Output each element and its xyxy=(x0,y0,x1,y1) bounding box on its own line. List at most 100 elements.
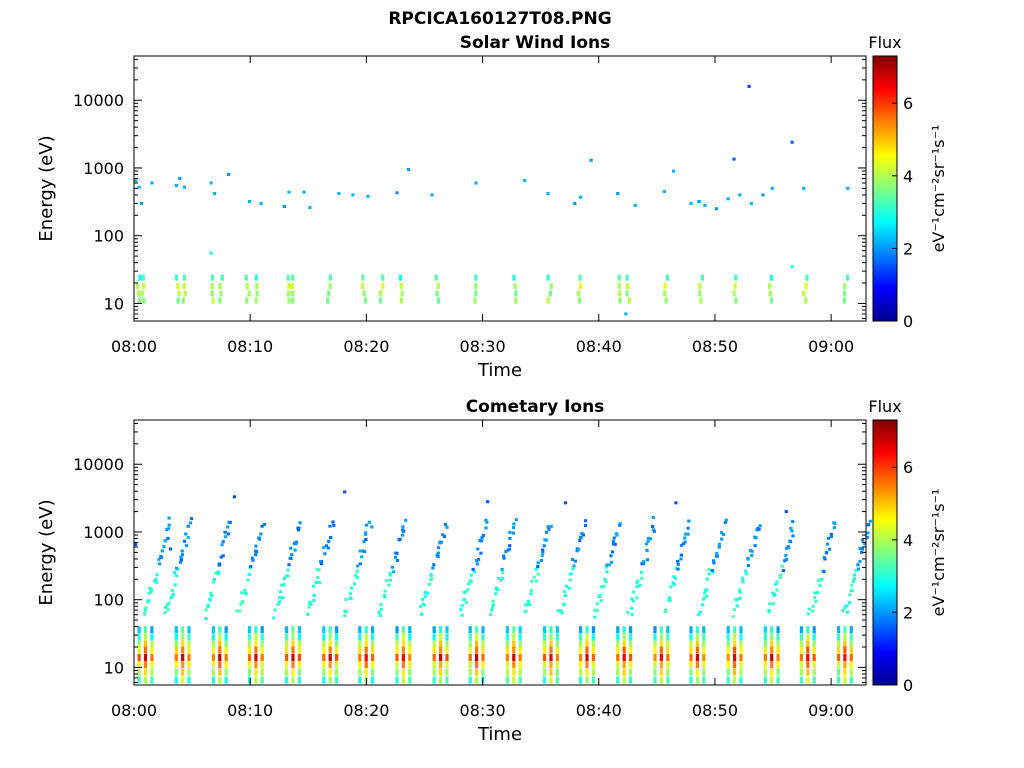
low-energy-cell xyxy=(618,297,622,304)
band-cell xyxy=(739,661,743,669)
dispersion-cell xyxy=(329,536,333,540)
dispersion-cell xyxy=(674,576,678,580)
band-cell xyxy=(849,676,853,684)
dispersion-cell xyxy=(534,567,538,571)
energy-cell xyxy=(790,265,794,269)
low-energy-cell xyxy=(546,297,550,304)
band-cell xyxy=(285,646,289,654)
low-energy-cell xyxy=(663,283,667,290)
dispersion-cell xyxy=(385,579,389,583)
low-energy-cell xyxy=(290,283,294,290)
band-cell xyxy=(150,633,154,641)
band-cell xyxy=(322,646,326,654)
band-cell xyxy=(335,668,339,676)
dispersion-cell xyxy=(364,531,368,535)
dispersion-cell xyxy=(223,530,227,534)
band-cell xyxy=(799,626,803,634)
dispersion-cell xyxy=(467,582,471,586)
dispersion-cell xyxy=(768,602,772,606)
dispersion-cell xyxy=(362,550,367,553)
colorbar-unit-label: eV⁻¹cm⁻²sr⁻¹s⁻¹ xyxy=(929,489,948,617)
band-cell xyxy=(181,676,185,684)
band-cell xyxy=(622,661,626,669)
band-cell xyxy=(695,646,699,654)
low-energy-cell xyxy=(845,274,850,281)
dispersion-cell xyxy=(599,599,603,603)
dispersion-cell xyxy=(219,555,223,559)
low-energy-cell xyxy=(514,290,518,297)
dispersion-cell xyxy=(186,524,190,528)
low-energy-cell xyxy=(663,290,667,297)
dispersion-cell xyxy=(293,548,297,552)
dispersion-cell xyxy=(323,552,327,556)
dispersion-cell xyxy=(534,579,538,583)
dispersion-cell xyxy=(679,553,683,557)
band-cell xyxy=(666,654,670,661)
band-cell xyxy=(505,668,509,676)
band-cell xyxy=(150,654,154,661)
dispersion-cell xyxy=(607,563,611,567)
band-cell xyxy=(843,661,847,669)
dispersion-cell xyxy=(669,585,673,589)
band-cell xyxy=(181,640,185,648)
dispersion-cell xyxy=(308,600,312,604)
band-cell xyxy=(837,626,841,634)
dispersion-cell xyxy=(507,547,512,551)
low-energy-cell xyxy=(255,290,259,297)
band-cell xyxy=(739,654,743,661)
band-cell xyxy=(291,676,295,684)
dispersion-cell xyxy=(490,608,494,612)
band-cell xyxy=(549,646,553,654)
dispersion-cell xyxy=(144,606,148,610)
band-cell xyxy=(297,626,301,634)
band-cell xyxy=(512,668,516,676)
low-energy-cell xyxy=(625,274,629,281)
band-cell xyxy=(837,661,841,669)
band-cell xyxy=(211,633,215,641)
band-cell xyxy=(806,633,810,641)
dispersion-cell xyxy=(378,614,382,618)
dispersion-cell xyxy=(390,565,395,569)
band-cell xyxy=(518,646,522,654)
dispersion-cell xyxy=(485,520,489,524)
band-cell xyxy=(297,633,301,641)
dispersion-cell xyxy=(536,572,540,576)
dispersion-cell xyxy=(784,554,788,557)
band-cell xyxy=(739,633,743,641)
band-cell xyxy=(322,654,326,661)
dispersion-cell xyxy=(684,532,688,536)
band-cell xyxy=(518,676,522,684)
low-energy-cell xyxy=(578,297,582,304)
band-cell xyxy=(518,640,522,648)
low-energy-cell xyxy=(625,283,629,290)
axes-frame xyxy=(133,55,867,322)
band-cell xyxy=(770,646,774,654)
dispersion-cell xyxy=(750,553,754,557)
dispersion-cell xyxy=(559,609,563,613)
band-cell xyxy=(733,676,737,684)
dispersion-cell xyxy=(820,577,824,581)
band-cell xyxy=(585,626,589,634)
band-cell xyxy=(150,676,154,684)
energy-cell xyxy=(662,190,666,193)
band-cell xyxy=(364,661,368,669)
band-cell xyxy=(187,654,191,661)
x-axis-label: Time xyxy=(477,724,522,745)
dispersion-cell xyxy=(563,590,567,594)
dispersion-cell xyxy=(775,588,779,592)
band-cell xyxy=(445,661,449,669)
x-tick-label: 09:00 xyxy=(808,337,854,356)
dispersion-cell xyxy=(281,596,285,600)
band-cell xyxy=(395,646,399,654)
dispersion-cell xyxy=(471,567,475,571)
band-cell xyxy=(481,668,485,676)
band-cell xyxy=(591,654,595,661)
band-cell xyxy=(371,640,375,648)
heatmap-cells xyxy=(134,490,872,684)
low-energy-cell xyxy=(287,297,291,304)
low-energy-cell xyxy=(733,283,737,290)
dispersion-cell xyxy=(600,585,604,589)
band-cell xyxy=(445,646,449,654)
band-cell xyxy=(555,633,559,641)
band-cell xyxy=(322,633,326,641)
